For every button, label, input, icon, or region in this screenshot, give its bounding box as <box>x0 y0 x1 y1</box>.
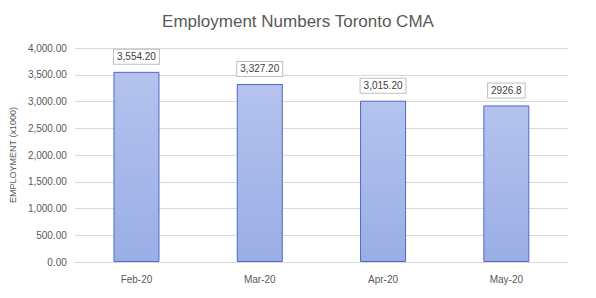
svg-text:3,327.20: 3,327.20 <box>240 63 279 74</box>
svg-text:0.00: 0.00 <box>47 257 67 268</box>
svg-text:4,000.00: 4,000.00 <box>28 43 67 54</box>
svg-text:3,015.20: 3,015.20 <box>364 80 403 91</box>
svg-text:1,000.00: 1,000.00 <box>28 203 67 214</box>
svg-text:2,500.00: 2,500.00 <box>28 123 67 134</box>
svg-text:Employment Numbers Toronto CMA: Employment Numbers Toronto CMA <box>162 12 434 31</box>
svg-text:2,000.00: 2,000.00 <box>28 150 67 161</box>
svg-text:Apr-20: Apr-20 <box>368 274 398 285</box>
svg-text:EMPLOYMENT (x1000): EMPLOYMENT (x1000) <box>8 107 18 203</box>
svg-text:Feb-20: Feb-20 <box>121 274 153 285</box>
svg-text:2926.8: 2926.8 <box>491 85 522 96</box>
svg-text:1,500.00: 1,500.00 <box>28 176 67 187</box>
svg-text:3,000.00: 3,000.00 <box>28 96 67 107</box>
svg-text:3,554.20: 3,554.20 <box>117 51 156 62</box>
svg-text:3,500.00: 3,500.00 <box>28 69 67 80</box>
svg-text:500.00: 500.00 <box>36 230 67 241</box>
svg-text:Mar-20: Mar-20 <box>244 274 276 285</box>
svg-text:May-20: May-20 <box>490 274 524 285</box>
